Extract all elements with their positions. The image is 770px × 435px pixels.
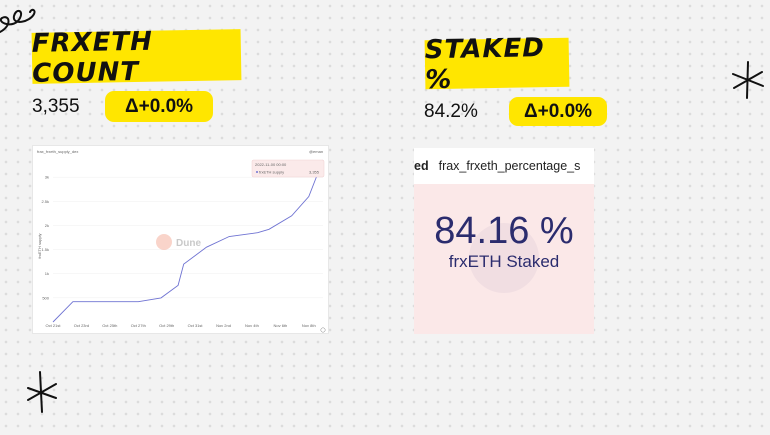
chart-y-tick-label: 3k: [45, 175, 49, 180]
frxeth-supply-chart: frax_frxeth_supply_dex @eman 500 1k 1.5k 2k…: [37, 149, 326, 333]
staked-percent-value: 84.2%: [424, 101, 478, 122]
staked-percent-title: STAKED %: [424, 33, 570, 95]
frxeth-count-delta-badge: Δ+0.0%: [105, 91, 213, 122]
sparkle-decoration: [732, 61, 764, 99]
tooltip-series: frxETH supply: [259, 170, 284, 175]
chart-x-tick-label: Nov 2nd: [216, 323, 231, 328]
counter-header-title: frax_frxeth_percentage_s: [438, 159, 581, 173]
chart-watermark: Dune: [176, 238, 201, 249]
chart-author: @eman: [309, 149, 323, 154]
scribble-decoration: [0, 8, 36, 33]
counter-value: 84.16 %: [434, 210, 574, 252]
counter-header: ed frax_frxeth_percentage_s: [414, 148, 594, 184]
frxeth-supply-chart-card[interactable]: frax_frxeth_supply_dex @eman 500 1k 1.5k 2k…: [32, 145, 329, 334]
chart-x-tick-label: Oct 25th: [102, 323, 117, 328]
chart-tooltip: 2022-11-00 00:00 frxETH supply 3,355: [251, 159, 325, 178]
frxeth-count-value: 3,355: [32, 96, 80, 117]
staked-percent-delta-badge: Δ+0.0%: [509, 97, 607, 126]
chart-x-tick-label: Nov 6th: [273, 323, 287, 328]
chart-series-line: [52, 159, 324, 323]
chart-y-tick-label: 2k: [45, 223, 49, 228]
chart-x-tick-label: Oct 21st: [46, 323, 62, 328]
chart-x-tick-label: Nov 8th: [302, 323, 316, 328]
chart-y-tick-label: 2.5k: [41, 199, 49, 204]
tooltip-date: 2022-11-00 00:00: [255, 162, 287, 167]
counter-subtitle: frxETH Staked: [448, 252, 560, 271]
tooltip-value: 3,355: [309, 170, 320, 175]
frxeth-count-title: FRXETH COUNT: [31, 26, 242, 88]
counter-header-prefix: ed: [414, 159, 429, 173]
chart-y-tick-label: 1.5k: [41, 247, 49, 252]
dune-logo-icon: [156, 234, 172, 250]
chart-y-axis-label: frxETH supply: [37, 233, 42, 258]
sparkle-decoration: [27, 371, 57, 413]
chart-y-tick-label: 1k: [45, 271, 49, 276]
staked-counter-card[interactable]: ed frax_frxeth_percentage_s 84.16 % frxE…: [414, 148, 594, 334]
chart-x-tick-label: Nov 4th: [245, 323, 259, 328]
chart-x-tick-label: Oct 27th: [131, 323, 146, 328]
chart-x-tick-label: Oct 29th: [159, 323, 174, 328]
chart-x-tick-label: Oct 31st: [188, 323, 204, 328]
chart-y-tick-label: 500: [42, 295, 49, 300]
chart-title: frax_frxeth_supply_dex: [37, 149, 78, 154]
chart-info-icon[interactable]: [320, 327, 326, 333]
chart-x-tick-label: Oct 23rd: [74, 323, 89, 328]
dune-watermark-icon: [469, 223, 539, 293]
